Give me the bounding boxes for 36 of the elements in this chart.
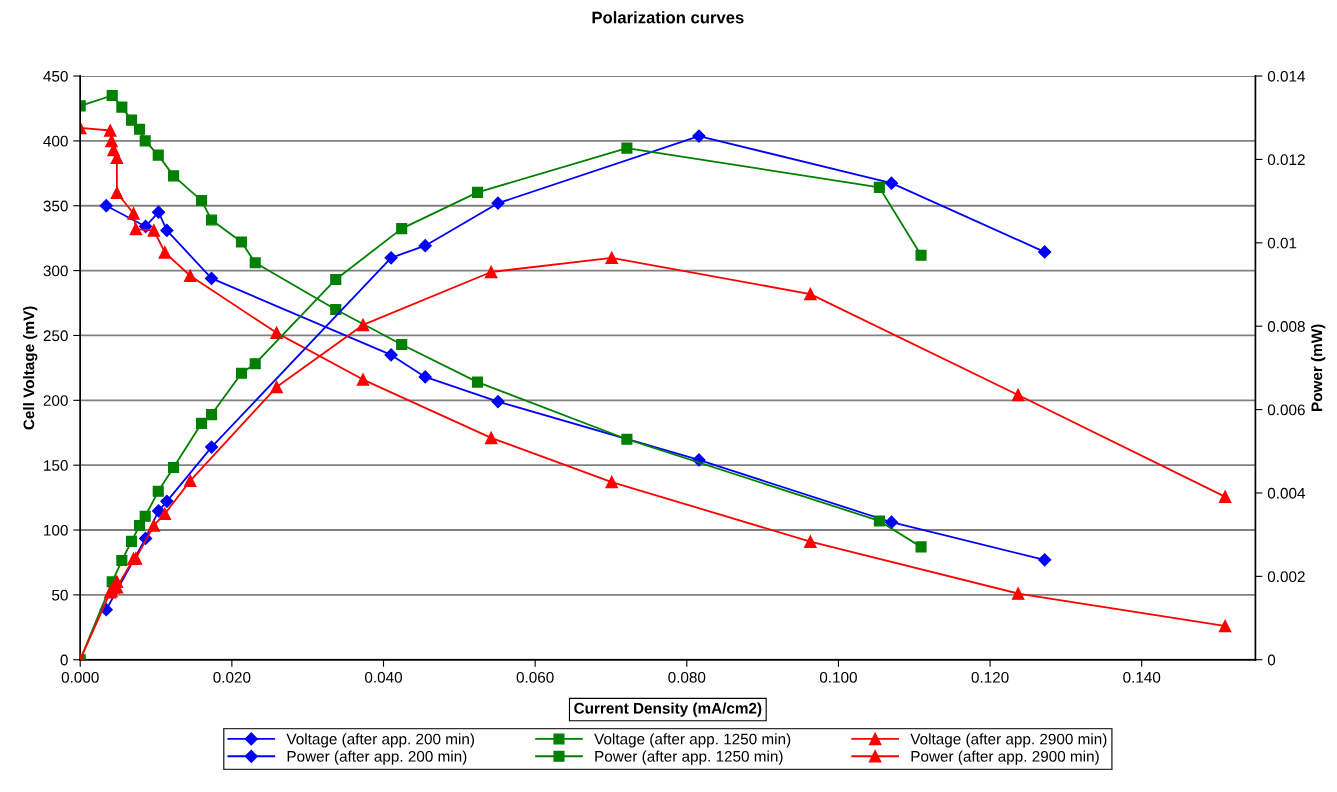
x-tick-label: 0.100 [819, 671, 857, 683]
y-tick-label: 350 [43, 200, 68, 212]
x-tick-label: 0.120 [971, 671, 1009, 683]
y2-tick-label: 0.01 [1267, 237, 1297, 249]
y2-tick-label: 0.006 [1267, 404, 1305, 416]
x-tick-label: 0.040 [364, 671, 403, 683]
y2-tick-label: 0.012 [1267, 154, 1305, 166]
y2-tick-label: 0.004 [1267, 487, 1306, 499]
x-tick-label: 0.060 [516, 671, 554, 683]
y2-axis-title: Power (mW) [1311, 324, 1326, 411]
legend-label: Voltage (after app. 1250 min) [594, 733, 791, 748]
x-tick-label: 0.140 [1123, 671, 1161, 683]
y-tick-label: 200 [43, 395, 68, 406]
y-tick-label: 150 [44, 460, 68, 471]
x-tick-label: 0.020 [213, 671, 251, 683]
x-axis-title: Current Density (mA/cm2) [574, 702, 762, 717]
y-tick-label: 300 [43, 265, 68, 277]
legend-label: Voltage (after app. 2900 min) [910, 733, 1107, 748]
y-tick-label: 250 [43, 330, 68, 342]
y2-tick-label: 0 [1267, 654, 1276, 666]
y-tick-label: 0 [60, 654, 68, 666]
y2-tick-label: 0.008 [1267, 321, 1305, 332]
y-tick-label: 50 [52, 589, 68, 601]
x-tick-label: 0.000 [61, 671, 99, 683]
x-tick-label: 0.080 [668, 671, 706, 683]
legend-label: Power (after app. 200 min) [287, 750, 467, 765]
y2-tick-label: 0.014 [1267, 70, 1306, 82]
y-tick-label: 450 [43, 70, 68, 82]
legend-label: Power (after app. 2900 min) [911, 750, 1099, 765]
chart-title: Polarization curves [592, 11, 744, 24]
legend-label: Voltage (after app. 200 min) [286, 733, 474, 748]
legend-label: Power (after app. 1250 min) [595, 750, 783, 765]
y-axis-title: Cell Voltage (mV) [23, 306, 38, 430]
y-tick-label: 400 [43, 135, 68, 147]
y-tick-label: 100 [44, 524, 68, 536]
y2-tick-label: 0.002 [1267, 571, 1305, 583]
